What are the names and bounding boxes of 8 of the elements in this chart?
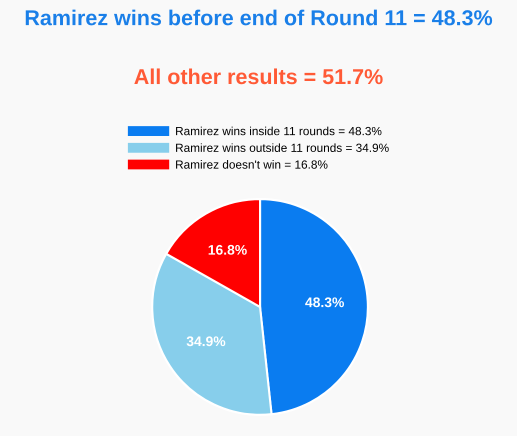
data-label: 48.3% <box>305 297 344 308</box>
data-label: 34.9% <box>186 336 226 346</box>
legend-label: Ramirez wins inside 11 rounds = 48.3% <box>176 126 382 136</box>
legend-label: Ramirez wins outside 11 rounds = 34.9% <box>176 143 389 152</box>
chart-title: Ramirez wins before end of Round 11 = 48.3% <box>26 10 492 26</box>
legend-label: Ramirez doesn't win = 16.8% <box>176 160 328 169</box>
data-label: 16.8% <box>208 244 247 255</box>
chart-subtitle: All other results = 51.7% <box>134 68 383 84</box>
